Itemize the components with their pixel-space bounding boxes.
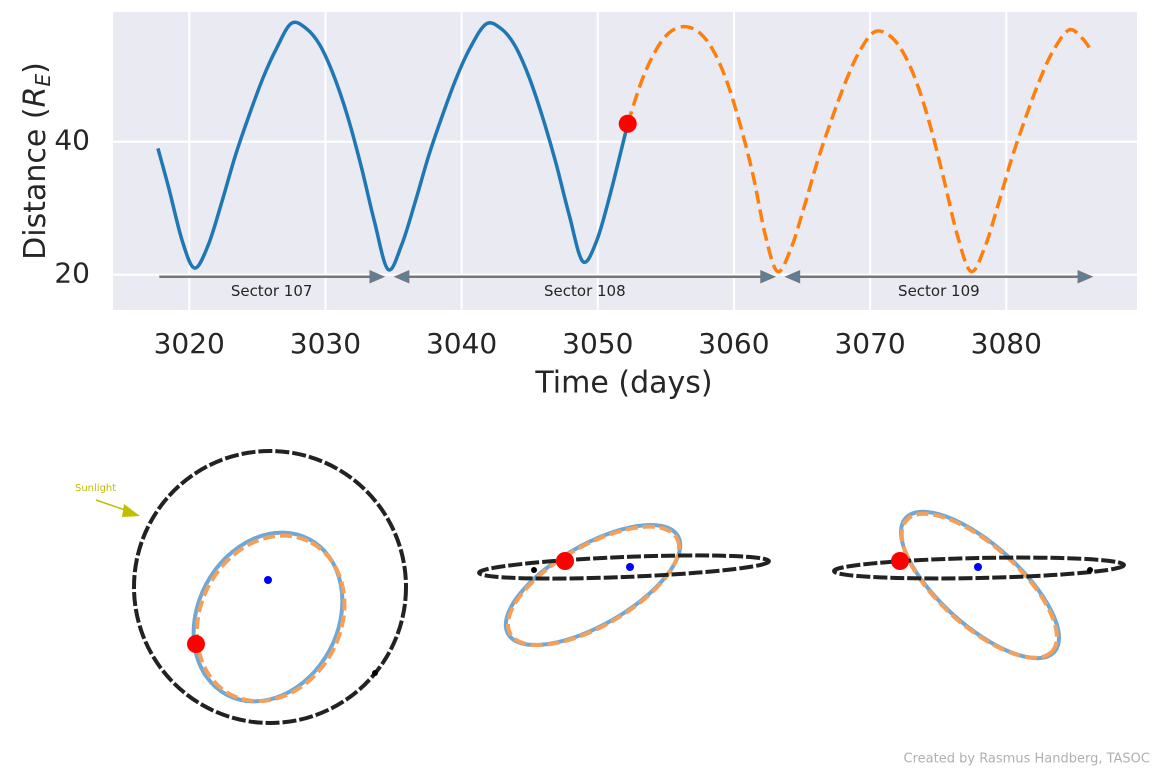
- sector-label: Sector 108: [544, 282, 626, 300]
- earth: [974, 563, 982, 571]
- plot-background: [113, 12, 1137, 310]
- orbit-predicted: [899, 511, 1059, 660]
- sector-label: Sector 109: [898, 282, 980, 300]
- x-tick-label: 3070: [834, 327, 905, 360]
- x-axis-label: Time (days): [534, 366, 712, 401]
- sector-arrowhead: [784, 269, 801, 284]
- y-tick-label: 40: [54, 124, 90, 157]
- moon-orbit: [477, 553, 771, 581]
- series-line: [626, 24, 1094, 274]
- moon: [372, 670, 378, 676]
- series-line: [156, 20, 630, 272]
- sector-label: Sector 107: [231, 282, 313, 300]
- y-label-subscript: E: [31, 74, 55, 87]
- earth: [264, 576, 272, 584]
- orbit-actual: [191, 530, 345, 704]
- sunlight-arrowhead: [122, 504, 140, 517]
- orbit-panel-3: [832, 509, 1126, 661]
- tess-position: [891, 552, 909, 570]
- credit: Created by Rasmus Handberg, TASOC: [904, 752, 1150, 767]
- moon-orbit: [832, 555, 1126, 581]
- tess-position: [187, 635, 205, 653]
- orbit-predicted: [505, 524, 682, 648]
- sunlight-arrow: [95, 499, 129, 512]
- x-tick-label: 3030: [290, 327, 361, 360]
- y-tick-label: 20: [54, 257, 90, 290]
- y-label-part: ): [18, 62, 53, 74]
- x-tick-label: 3050: [562, 327, 633, 360]
- x-tick-label: 3060: [698, 327, 769, 360]
- orbit-panel-2: [477, 522, 771, 648]
- sector-arrowhead: [369, 269, 386, 284]
- moon: [531, 567, 537, 573]
- x-tick-label: 3020: [154, 327, 225, 360]
- current-position: [618, 114, 637, 133]
- tess-position: [556, 552, 574, 570]
- moon-orbit: [132, 449, 408, 725]
- sector-arrowhead: [393, 269, 410, 284]
- earth: [626, 563, 634, 571]
- orbit-predicted: [194, 533, 347, 704]
- y-axis-label: Distance (RE): [18, 62, 55, 260]
- sunlight-label: Sunlight: [75, 483, 116, 494]
- y-label-symbol: R: [18, 87, 53, 108]
- x-tick-label: 3040: [426, 327, 497, 360]
- x-tick-label: 3080: [971, 327, 1042, 360]
- sector-arrowhead: [1077, 269, 1094, 284]
- orbit-panel-1: Sunlight: [75, 449, 408, 725]
- sector-arrowhead: [760, 269, 777, 284]
- moon: [1087, 567, 1093, 573]
- y-label-part: Distance (: [18, 107, 53, 259]
